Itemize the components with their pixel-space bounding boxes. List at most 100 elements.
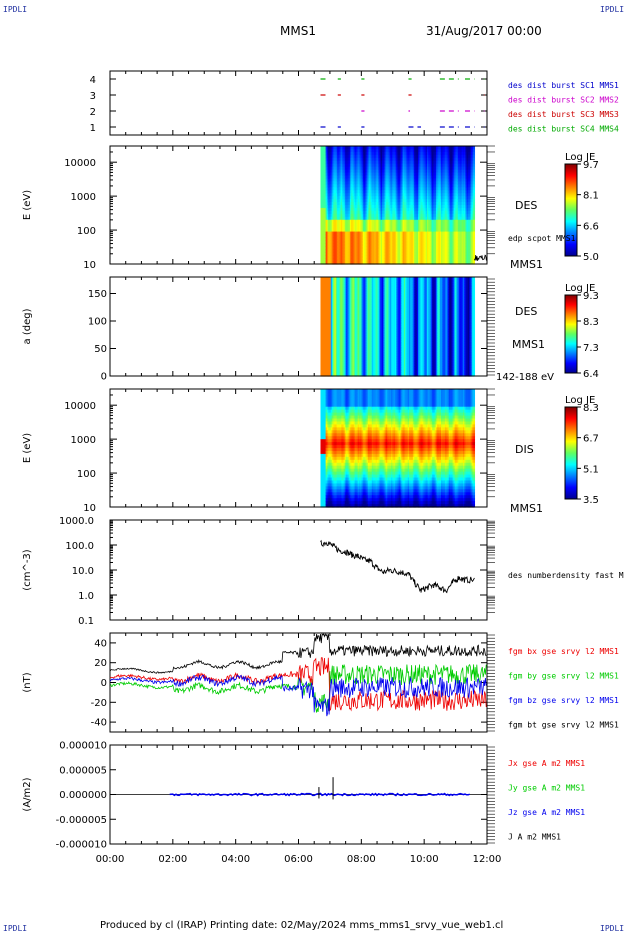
des-energy-cell — [342, 255, 345, 259]
des-energy-cell — [356, 146, 359, 150]
des-energy-cell — [360, 193, 363, 197]
des-energy-cell — [356, 160, 359, 165]
des-energy-cell — [337, 154, 340, 159]
des-energy-cell — [344, 237, 347, 241]
des-energy-cell — [357, 169, 360, 174]
des-energy-cell — [333, 210, 336, 215]
des-energy-cell — [323, 163, 325, 168]
des-energy-cell — [341, 219, 343, 224]
des-energy-cell — [341, 252, 343, 256]
des-energy-cell — [334, 196, 337, 200]
des-energy-cell — [338, 213, 341, 218]
des-energy-ytick-label: 10 — [83, 260, 96, 271]
des-energy-cell — [329, 258, 332, 262]
des-energy-cell — [347, 193, 350, 197]
des-energy-cell — [329, 172, 332, 177]
des-energy-cell — [330, 154, 333, 159]
des-energy-cell — [328, 237, 331, 241]
des-energy-cell — [350, 228, 352, 233]
des-energy-cell — [338, 178, 341, 182]
des-energy-cell — [358, 222, 361, 227]
des-energy-cell — [334, 237, 337, 241]
des-energy-cell — [320, 255, 323, 259]
des-energy-cell — [328, 151, 331, 156]
des-energy-cell — [339, 163, 342, 168]
des-energy-cell — [350, 234, 352, 239]
des-energy-cell — [337, 169, 340, 174]
des-energy-cell — [353, 243, 356, 247]
des-energy-cell — [320, 225, 323, 230]
des-energy-cell — [353, 181, 356, 185]
des-energy-cell — [325, 252, 328, 256]
des-energy-cell — [321, 213, 324, 218]
des-energy-cell — [334, 175, 337, 180]
des-energy-cell — [357, 225, 360, 230]
des-energy-cell — [361, 148, 364, 153]
des-energy-cell — [333, 261, 336, 265]
des-energy-cell — [350, 146, 352, 150]
des-energy-cell — [352, 246, 355, 250]
des-energy-cell — [328, 193, 331, 197]
des-energy-cell — [325, 213, 328, 218]
des-energy-cell — [344, 210, 347, 215]
des-energy-cell — [346, 246, 349, 250]
des-energy-cell — [325, 246, 328, 250]
des-energy-cell — [355, 166, 358, 171]
des-energy-cell — [343, 196, 346, 200]
des-energy-cell — [321, 169, 324, 174]
des-energy-cell — [341, 255, 343, 259]
des-energy-cell — [355, 240, 358, 244]
des-energy-cell — [358, 252, 361, 256]
des-energy-cell — [350, 207, 352, 212]
des-energy-cell — [323, 181, 325, 185]
des-energy-cell — [342, 160, 345, 165]
des-energy-cell — [342, 258, 345, 262]
des-energy-cell — [342, 151, 345, 156]
des-energy-cell — [344, 181, 347, 185]
des-energy-cell — [355, 199, 358, 203]
des-energy-cell — [325, 148, 328, 153]
des-energy-cell — [348, 252, 351, 256]
des-energy-cell — [352, 249, 355, 253]
des-energy-cell — [320, 163, 323, 168]
des-energy-cell — [341, 199, 343, 203]
des-energy-cell — [321, 196, 324, 200]
des-energy-cell — [332, 146, 334, 150]
des-energy-cell — [338, 246, 341, 250]
des-energy-cell — [335, 184, 338, 188]
des-energy-cell — [360, 210, 363, 215]
des-energy-cell — [361, 184, 364, 188]
des-energy-cell — [333, 184, 336, 188]
des-energy-cell — [347, 184, 350, 188]
des-energy-cell — [351, 196, 354, 200]
des-energy-cell — [328, 228, 331, 233]
des-energy-cell — [329, 160, 332, 165]
des-energy-cell — [356, 255, 359, 259]
des-energy-cell — [338, 146, 341, 150]
des-energy-cell — [344, 207, 347, 212]
des-energy-cell — [326, 163, 329, 168]
des-energy-cell — [358, 178, 361, 182]
des-energy-cell — [347, 151, 350, 156]
des-energy-cell — [342, 181, 345, 185]
des-energy-cell — [341, 193, 343, 197]
des-energy-cell — [334, 202, 337, 206]
des-energy-cell — [350, 231, 352, 236]
des-energy-cell — [341, 207, 343, 212]
des-energy-cell — [352, 169, 355, 174]
des-energy-cell — [361, 205, 364, 209]
des-energy-cell — [325, 202, 328, 206]
des-energy-cell — [341, 249, 343, 253]
des-energy-cell — [326, 234, 329, 239]
des-energy-cell — [332, 210, 334, 215]
des-energy-cell — [356, 151, 359, 156]
des-energy-cell — [357, 157, 360, 162]
des-energy-cell — [338, 219, 341, 224]
des-energy-cell — [342, 261, 345, 265]
des-energy-cell — [341, 222, 343, 227]
des-energy-cell — [341, 246, 343, 250]
des-energy-cell — [348, 255, 351, 259]
des-energy-cell — [350, 184, 352, 188]
des-energy-ytick-label: 1000 — [71, 192, 96, 203]
des-energy-cell — [339, 160, 342, 165]
